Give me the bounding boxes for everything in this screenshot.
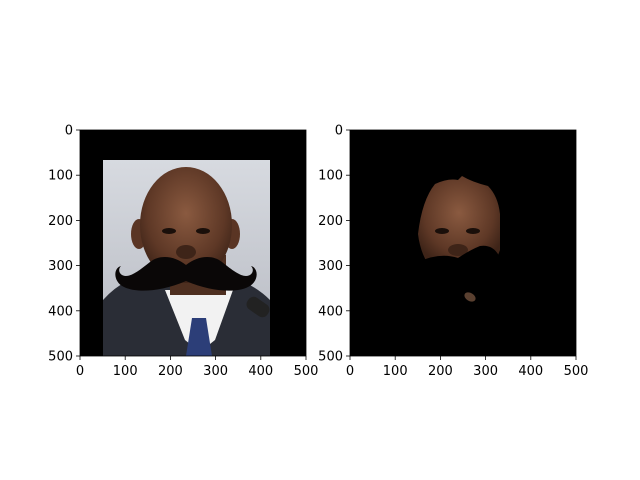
left-xtick-label: 400 <box>248 364 273 379</box>
right-ytick-label: 500 <box>318 350 343 365</box>
right-xtick-label: 200 <box>428 364 453 379</box>
right-xtick-label: 300 <box>473 364 498 379</box>
right-eye <box>196 228 210 234</box>
right-ytick-label: 200 <box>318 214 343 229</box>
cutout-nose <box>448 244 468 256</box>
mustache <box>115 256 257 291</box>
left-ytick-label: 500 <box>48 350 73 365</box>
cutout-left-eye <box>435 228 449 234</box>
left-ytick-label: 300 <box>48 259 73 274</box>
face-cutout <box>418 176 500 268</box>
right-photo <box>418 176 504 302</box>
right-axes-frame <box>349 129 577 357</box>
nose <box>176 245 196 259</box>
left-xtick-label: 100 <box>113 364 138 379</box>
left-xtick-label: 200 <box>158 364 183 379</box>
head <box>140 167 232 283</box>
right-xtick-label: 100 <box>383 364 408 379</box>
remnant-speck <box>464 292 476 302</box>
cutout-right-eye <box>466 228 480 234</box>
left-axes-frame <box>79 129 307 357</box>
right-ytick-label: 100 <box>318 169 343 184</box>
left-ytick-label: 100 <box>48 169 73 184</box>
left-photo <box>103 160 270 356</box>
left-xtick-label: 300 <box>203 364 228 379</box>
right-xtick-label: 0 <box>346 364 354 379</box>
right-ytick-label: 0 <box>335 124 343 139</box>
left-eye <box>162 228 176 234</box>
left-ytick-label: 0 <box>65 124 73 139</box>
right-xtick-label: 400 <box>518 364 543 379</box>
microphone <box>246 296 270 318</box>
mustache-mask <box>418 245 504 270</box>
left-xtick-label: 500 <box>294 364 319 379</box>
left-ytick-label: 400 <box>48 304 73 319</box>
left-xtick-label: 0 <box>76 364 84 379</box>
tie <box>186 318 212 356</box>
left-ytick-label: 200 <box>48 214 73 229</box>
right-ytick-label: 300 <box>318 259 343 274</box>
right-xtick-label: 500 <box>564 364 589 379</box>
right-ytick-label: 400 <box>318 304 343 319</box>
